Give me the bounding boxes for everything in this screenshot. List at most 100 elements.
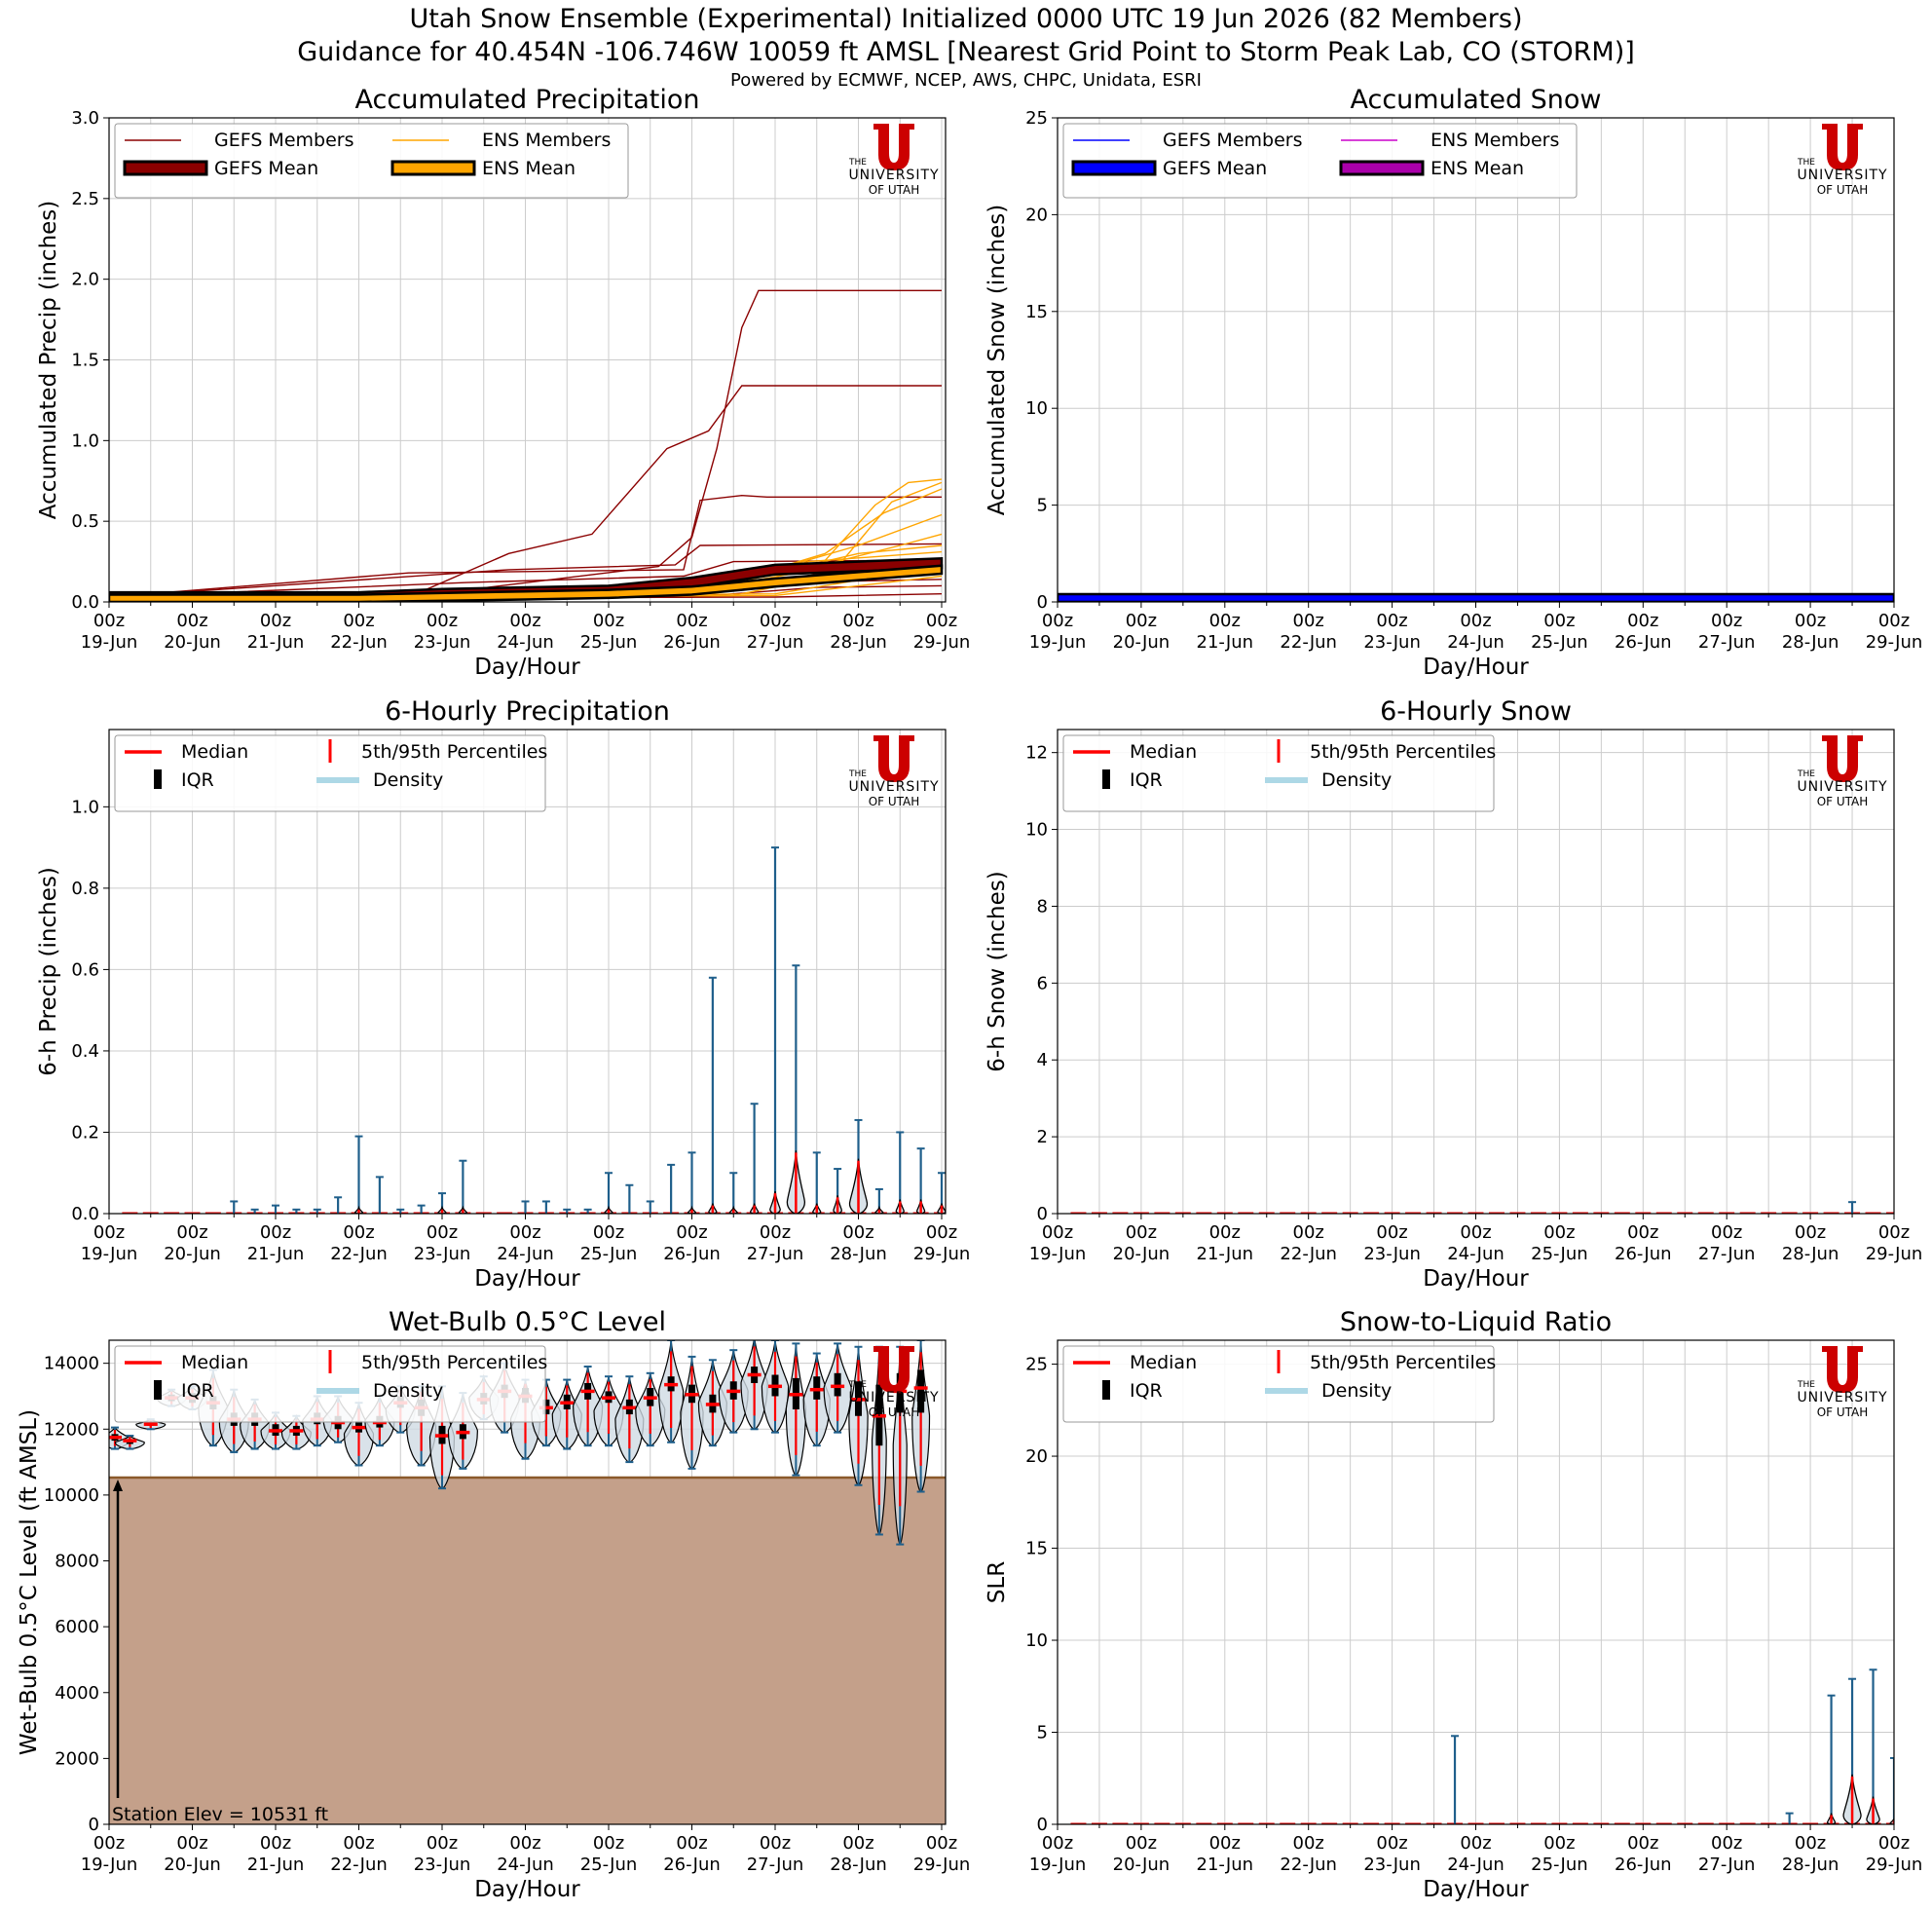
x-tick-day-label: 22-Jun: [1280, 1855, 1337, 1875]
violin: [135, 1418, 167, 1431]
x-tick-hour-label: 00z: [842, 611, 873, 631]
x-tick-day-label: 19-Jun: [81, 632, 138, 653]
violin: [1865, 1668, 1881, 1824]
y-tick-label: 2.0: [71, 270, 99, 290]
y-tick-label: 10: [1025, 1630, 1048, 1651]
legend-item: Density: [316, 769, 443, 791]
legend-item: GEFS Members: [1073, 130, 1302, 151]
x-axis-label: Day/Hour: [1423, 1266, 1529, 1292]
logo-of-utah: OF UTAH: [869, 1405, 920, 1419]
x-tick-hour-label: 00z: [1042, 1222, 1073, 1243]
y-axis-label: 6-h Precip (inches): [36, 867, 61, 1076]
legend-item: Median: [1073, 741, 1197, 763]
x-tick-hour-label: 00z: [93, 1833, 125, 1854]
y-tick-label: 10: [1025, 398, 1048, 419]
legend-item: GEFS Members: [125, 130, 353, 151]
x-tick-day-label: 23-Jun: [1363, 1244, 1421, 1264]
legend-label: GEFS Members: [1163, 130, 1302, 151]
x-tick-day-label: 24-Jun: [497, 1855, 554, 1875]
logo-the: THE: [1797, 158, 1815, 168]
x-tick-day-label: 20-Jun: [1113, 1244, 1170, 1264]
legend-label: IQR: [181, 1380, 214, 1402]
x-tick-day-label: 20-Jun: [164, 632, 221, 653]
legend-label: GEFS Mean: [1163, 158, 1267, 179]
legend-box: [114, 734, 546, 812]
x-tick-day-label: 19-Jun: [81, 1244, 138, 1264]
x-tick-day-label: 29-Jun: [913, 1855, 971, 1875]
y-tick-label: 5: [1037, 1723, 1048, 1743]
y-tick-label: 3.0: [71, 108, 99, 129]
plot-area: [122, 846, 946, 1214]
x-tick-day-label: 29-Jun: [1866, 1244, 1923, 1264]
legend-swatch-thick: [390, 160, 476, 176]
legend-swatch-iqr: [154, 769, 162, 789]
violin: [268, 1204, 283, 1214]
x-tick-hour-label: 00z: [1878, 611, 1910, 631]
y-tick-label: 6: [1037, 973, 1048, 993]
y-tick-label: 0.4: [71, 1041, 99, 1062]
mean-band: [109, 564, 944, 602]
x-tick-hour-label: 00z: [1627, 1833, 1658, 1854]
legend-item: Density: [1265, 769, 1392, 791]
x-tick-hour-label: 00z: [676, 1222, 707, 1243]
x-tick-day-label: 22-Jun: [330, 1855, 388, 1875]
y-tick-label: 0: [1037, 1815, 1048, 1835]
x-tick-hour-label: 00z: [509, 611, 540, 631]
y-tick-label: 0: [89, 1815, 99, 1835]
legend-label: Median: [181, 741, 248, 763]
x-tick-day-label: 23-Jun: [1363, 632, 1421, 653]
x-tick-hour-label: 00z: [1711, 1222, 1742, 1243]
y-tick-label: 5: [1037, 496, 1048, 516]
violin: [579, 1208, 596, 1214]
x-tick-day-label: 21-Jun: [1197, 632, 1254, 653]
legend-swatch-iqr: [1102, 769, 1110, 789]
x-tick-hour-label: 00z: [1293, 1833, 1324, 1854]
legend-item: IQR: [154, 1380, 214, 1402]
x-tick-day-label: 29-Jun: [1866, 1855, 1923, 1875]
x-tick-hour-label: 00z: [926, 611, 957, 631]
x-tick-day-label: 26-Jun: [663, 632, 721, 653]
x-tick-hour-label: 00z: [926, 1222, 957, 1243]
x-tick-day-label: 26-Jun: [1615, 1855, 1672, 1875]
x-tick-day-label: 21-Jun: [247, 1244, 305, 1264]
violin: [785, 1342, 807, 1477]
y-tick-label: 12: [1025, 743, 1048, 764]
axes-frame: [1057, 117, 1895, 603]
x-tick-hour-label: 00z: [176, 1833, 207, 1854]
logo-university: UNIVERSITY: [1797, 168, 1887, 183]
x-tick-day-label: 25-Jun: [580, 632, 638, 653]
y-tick-label: 1.5: [71, 351, 99, 371]
y-tick-label: 10: [1025, 820, 1048, 841]
legend-box: [1062, 1345, 1495, 1423]
plot-area: Station Elev = 10531 ft: [109, 1340, 946, 1824]
y-tick-label: 0.0: [71, 1204, 99, 1224]
x-tick-day-label: 24-Jun: [1447, 1855, 1505, 1875]
x-tick-day-label: 22-Jun: [1280, 1244, 1337, 1264]
y-axis-label: Wet-Bulb 0.5°C Level (ft AMSL): [17, 1409, 42, 1755]
legend-item: 5th/95th Percentiles: [1277, 1350, 1496, 1373]
legend-item: ENS Mean: [1339, 158, 1524, 179]
logo-the: THE: [848, 769, 867, 779]
legend-box: [114, 1345, 546, 1423]
logo-university: UNIVERSITY: [1797, 779, 1887, 795]
violin: [871, 1187, 887, 1214]
x-tick-hour-label: 00z: [593, 1222, 624, 1243]
x-tick-hour-label: 00z: [343, 1222, 374, 1243]
x-tick-hour-label: 00z: [1543, 1833, 1575, 1854]
chart-title: Snow-to-Liquid Ratio: [1340, 1307, 1612, 1337]
chart-title: 6-Hourly Snow: [1380, 696, 1572, 727]
x-tick-day-label: 27-Jun: [747, 632, 804, 653]
x-tick-hour-label: 00z: [1376, 1833, 1407, 1854]
legend-label: ENS Members: [1430, 130, 1559, 151]
x-tick-day-label: 27-Jun: [1698, 1855, 1756, 1875]
violin: [808, 1151, 825, 1214]
x-tick-hour-label: 00z: [1627, 1222, 1658, 1243]
legend-label: Density: [1321, 1380, 1392, 1402]
x-tick-day-label: 25-Jun: [580, 1855, 638, 1875]
y-tick-label: 10000: [44, 1485, 99, 1506]
y-tick-label: 20: [1025, 205, 1048, 225]
legend-item: ENS Members: [392, 130, 611, 151]
y-tick-label: 2: [1037, 1127, 1048, 1147]
plot-area: [1070, 1201, 1894, 1214]
violin: [288, 1208, 305, 1214]
